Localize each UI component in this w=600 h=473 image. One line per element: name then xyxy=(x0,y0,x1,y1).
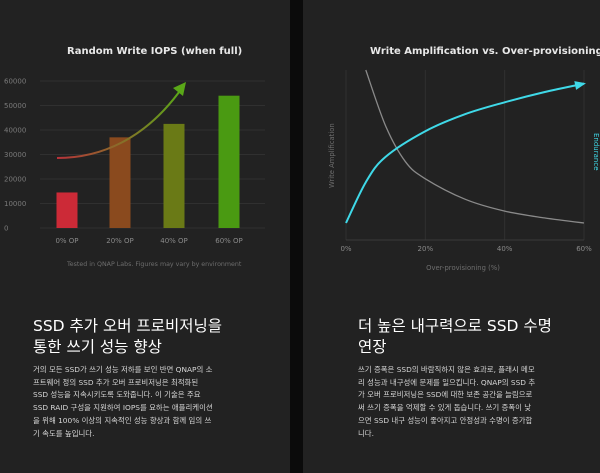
write-amplification-curve xyxy=(365,69,585,224)
left-body-text: 거의 모든 SSD가 쓰기 성능 저하를 보인 반면 QNAP의 소 프트웨어 … xyxy=(33,364,213,440)
right-body-line: 니다. xyxy=(358,428,374,438)
left-panel: Random Write IOPS (when full) 0 10000 2000… xyxy=(0,0,290,473)
left-body-line: SSD RAID 구성을 지원하여 IOPS를 요하는 애플리케이션 xyxy=(33,403,213,413)
bar-y-tick-label: 40000 xyxy=(4,127,26,135)
right-heading: 더 높은 내구력으로 SSD 수명 연장 xyxy=(358,316,552,358)
bar-y-tick-label: 20000 xyxy=(4,176,26,184)
right-body-line: 가 오버 프로비저닝은 SSD에 대한 보존 공간을 늘림으로 xyxy=(358,390,533,400)
bar-y-tick-label: 60000 xyxy=(4,78,26,86)
line-x-tick-label: 40% xyxy=(497,245,513,253)
right-panel: Write Amplification vs. Over-provisionin… xyxy=(303,0,600,473)
line-x-tick-label: 60% xyxy=(576,245,592,253)
left-body-line: SSD 성능을 지속시키도록 도와줍니다. 이 기술은 주요 xyxy=(33,390,201,400)
left-heading: SSD 추가 오버 프로비저닝을 통한 쓰기 성능 향상 xyxy=(33,316,222,358)
right-heading-line2: 연장 xyxy=(358,338,387,356)
write-amplification-axis-label: Write Amplification xyxy=(328,123,336,188)
right-body-text: 쓰기 증폭은 SSD의 바람직하지 않은 효과로, 플래시 메모 리 성능과 내… xyxy=(358,364,535,440)
endurance-axis-label: Endurance xyxy=(592,133,600,171)
left-body-line: 거의 모든 SSD가 쓰기 성능 저하를 보인 반면 QNAP의 소 xyxy=(33,365,213,374)
test-footnote: Tested in QNAP Labs. Figures may vary by… xyxy=(67,261,242,268)
bar-x-tick-label: 20% OP xyxy=(106,237,134,245)
bar-y-tick-label: 50000 xyxy=(4,102,26,110)
iops-bar-chart: 0 10000 20000 30000 40000 50000 60000 0% OP 20%… xyxy=(4,78,265,245)
bar-x-tick-label: 60% OP xyxy=(215,237,243,245)
bar-2 xyxy=(163,123,185,228)
bar-3 xyxy=(218,95,240,228)
bar-y-tick-label: 30000 xyxy=(4,151,26,159)
iops-chart-title: Random Write IOPS (when full) xyxy=(67,46,243,57)
bar-0 xyxy=(56,192,78,228)
left-heading-line2: 통한 쓰기 성능 향상 xyxy=(33,338,162,356)
right-body-line: 리 성능과 내구성에 문제를 일으킵니다. QNAP의 SSD 추 xyxy=(358,377,536,387)
bar-y-tick-label: 0 xyxy=(4,225,8,233)
right-body-line: 써 쓰기 증폭을 억제할 수 있게 돕습니다. 쓰기 증폭이 낮 xyxy=(358,403,532,413)
bar-x-tick-label: 0% OP xyxy=(55,237,78,245)
bar-x-tick-label: 40% OP xyxy=(160,237,188,245)
left-body-line: 기 속도를 높입니다. xyxy=(33,428,95,438)
right-body-line: 쓰기 증폭은 SSD의 바람직하지 않은 효과로, 플래시 메모 xyxy=(358,365,535,374)
wa-chart-title: Write Amplification vs. Over-provisionin… xyxy=(370,46,600,57)
bar-y-tick-label: 10000 xyxy=(4,200,26,208)
endurance-curve xyxy=(345,82,585,224)
right-body-line: 으면 SSD 내구 성능이 좋아지고 안정성과 수명이 증가합 xyxy=(358,415,533,425)
bar-1 xyxy=(109,137,131,228)
trend-arrow-head xyxy=(173,82,186,96)
line-x-tick-label: 0% xyxy=(340,245,351,253)
left-body-line: 프트웨어 정의 SSD 추가 오버 프로비저닝은 최적화된 xyxy=(33,377,199,387)
trend-arrow-line xyxy=(56,87,183,159)
wa-line-chart: Write Amplification Endurance 0% 20% 40% 60… xyxy=(328,69,600,272)
right-heading-line1: 더 높은 내구력으로 SSD 수명 xyxy=(358,317,552,335)
endurance-arrow-head xyxy=(574,81,586,90)
left-heading-line1: SSD 추가 오버 프로비저닝을 xyxy=(33,317,222,335)
over-provisioning-axis-label: Over-provisioning (%) xyxy=(426,264,500,272)
line-x-tick-label: 20% xyxy=(418,245,434,253)
left-body-line: 을 위해 100% 이상의 지속적인 성능 향상과 함께 임의 쓰 xyxy=(33,415,212,425)
